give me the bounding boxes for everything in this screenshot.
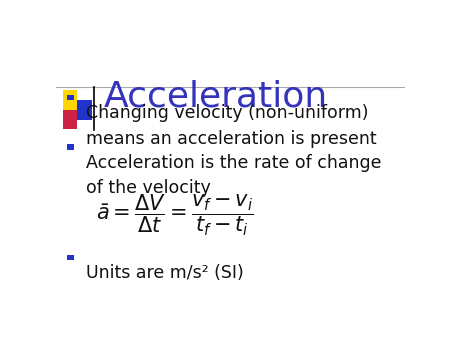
Bar: [67, 255, 74, 261]
Bar: [67, 144, 74, 150]
Text: Units are m/s² (SI): Units are m/s² (SI): [86, 264, 243, 282]
Text: $\bar{a} = \dfrac{\Delta V}{\Delta t} = \dfrac{v_f - v_i}{t_f - t_i}$: $\bar{a} = \dfrac{\Delta V}{\Delta t} = …: [96, 193, 254, 238]
Bar: [77, 100, 92, 120]
Text: Changing velocity (non-uniform)
means an acceleration is present: Changing velocity (non-uniform) means an…: [86, 104, 377, 148]
Text: Acceleration: Acceleration: [104, 79, 328, 114]
Text: Acceleration is the rate of change
of the velocity: Acceleration is the rate of change of th…: [86, 154, 382, 197]
Bar: [67, 95, 74, 100]
Bar: [63, 90, 77, 110]
Bar: [63, 110, 77, 129]
